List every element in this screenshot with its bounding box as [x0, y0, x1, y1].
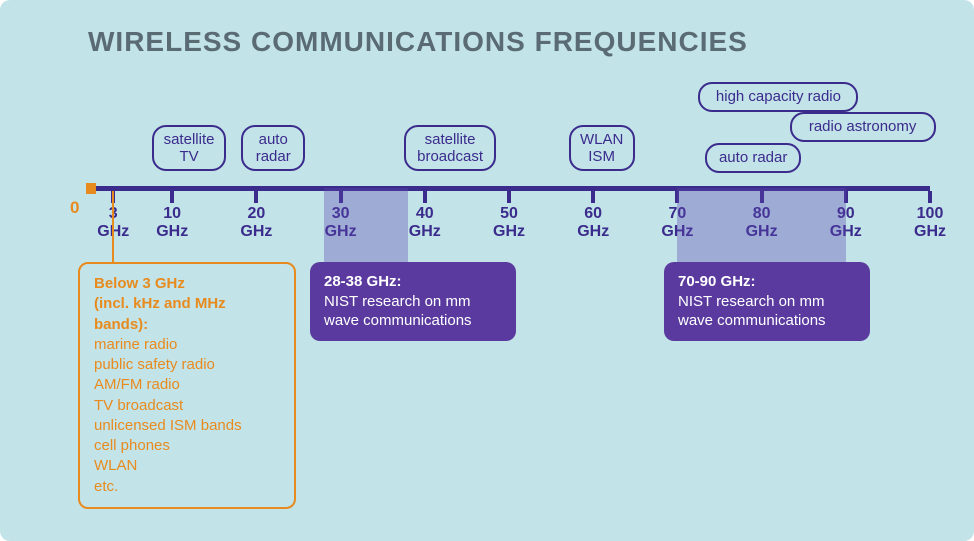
diagram-canvas: WIRELESS COMMUNICATIONS FREQUENCIES 03 G… [0, 0, 974, 541]
freq-bubble-high-capacity-radio: high capacity radio [698, 82, 858, 112]
band-28-38-box: 28-38 GHz:NIST research on mm wave commu… [310, 262, 516, 341]
freq-bubble-radio-astronomy: radio astronomy [790, 112, 936, 142]
below-3ghz-item: marine radio [94, 335, 280, 355]
axis-tick [591, 191, 595, 203]
axis-tick [423, 191, 427, 203]
freq-bubble-satellite-tv: satellite TV [152, 125, 226, 171]
freq-bubble-auto-radar-high: auto radar [705, 143, 801, 173]
axis-tick [928, 191, 932, 203]
band-28-38-body: NIST research on mm wave communications [324, 292, 502, 331]
diagram-title: WIRELESS COMMUNICATIONS FREQUENCIES [88, 26, 748, 58]
below-3ghz-item: unlicensed ISM bands [94, 416, 280, 436]
band-70-90-heading: 70-90 GHz: [678, 272, 856, 292]
axis-origin-cap [86, 183, 96, 194]
below-3ghz-item: AM/FM radio [94, 375, 280, 395]
freq-bubble-auto-radar-low: auto radar [241, 125, 305, 171]
freq-bubble-satellite-broadcast: satellite broadcast [404, 125, 496, 171]
axis-tick-label: 100 GHz [903, 205, 957, 242]
below-3ghz-item: TV broadcast [94, 396, 280, 416]
axis-tick [170, 191, 174, 203]
axis-zero-label: 0 [70, 198, 79, 218]
below-3ghz-item: etc. [94, 477, 280, 497]
below-3ghz-item: cell phones [94, 436, 280, 456]
freq-bubble-wlan-ism: WLAN ISM [569, 125, 635, 171]
axis-tick-label: 20 GHz [229, 205, 283, 242]
below-3ghz-box: Below 3 GHz (incl. kHz and MHz bands):ma… [78, 262, 296, 509]
axis-tick-label: 60 GHz [566, 205, 620, 242]
band-28-38-heading: 28-38 GHz: [324, 272, 502, 292]
band-70-90-strip [677, 188, 845, 272]
axis-tick [507, 191, 511, 203]
below-3ghz-heading: Below 3 GHz (incl. kHz and MHz bands): [94, 274, 280, 335]
axis-tick-label: 50 GHz [482, 205, 536, 242]
axis-tick [254, 191, 258, 203]
below-3ghz-item: WLAN [94, 456, 280, 476]
below-3ghz-item: public safety radio [94, 355, 280, 375]
band-70-90-box: 70-90 GHz:NIST research on mm wave commu… [664, 262, 870, 341]
below-3ghz-connector [112, 191, 114, 262]
band-28-38-strip [324, 188, 408, 272]
band-70-90-body: NIST research on mm wave communications [678, 292, 856, 331]
axis-tick-label: 10 GHz [145, 205, 199, 242]
